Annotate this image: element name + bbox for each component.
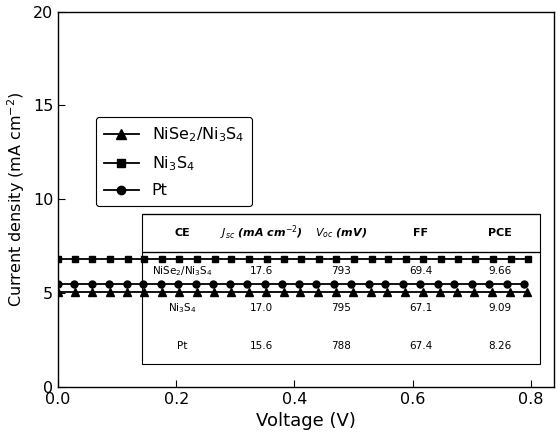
Legend: NiSe$_2$/Ni$_3$S$_4$, Ni$_3$S$_4$, Pt: NiSe$_2$/Ni$_3$S$_4$, Ni$_3$S$_4$, Pt: [96, 117, 252, 206]
Y-axis label: Current density (mA cm$^{-2}$): Current density (mA cm$^{-2}$): [6, 92, 27, 307]
X-axis label: Voltage (V): Voltage (V): [256, 412, 356, 430]
